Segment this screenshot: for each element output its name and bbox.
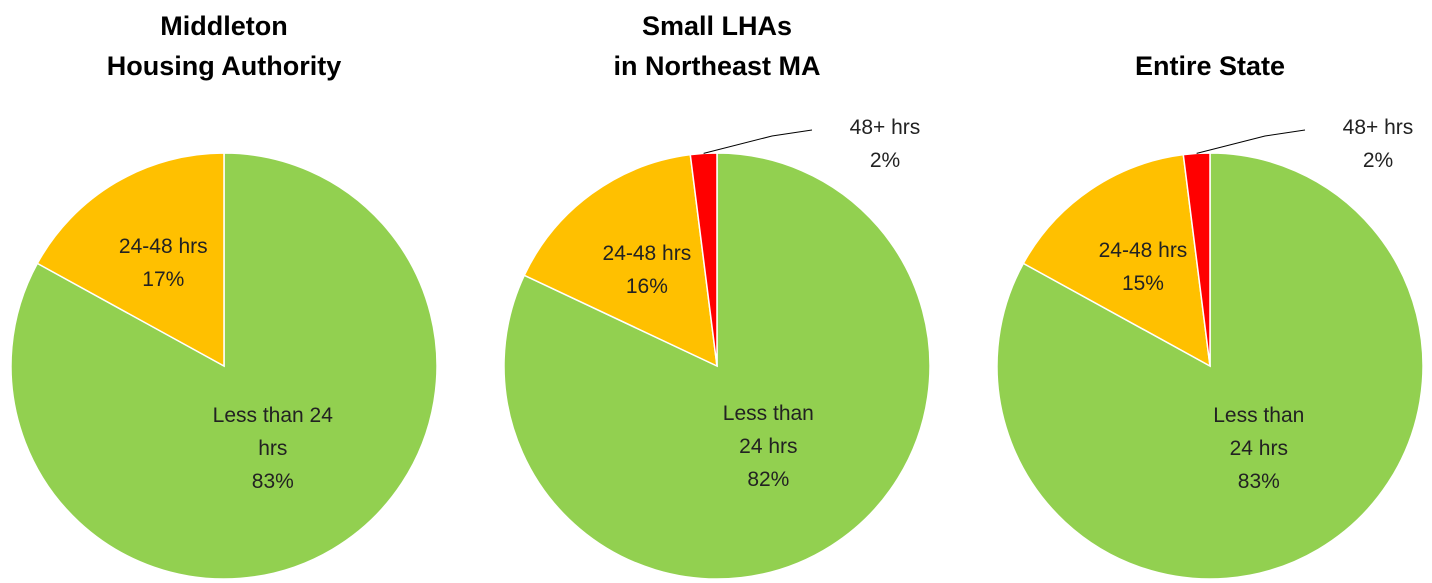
slice-label: 24-48 hrs 16% xyxy=(602,241,692,298)
category-label: Less than 24 hrs xyxy=(722,402,814,459)
pie-slice xyxy=(1022,153,1211,368)
pie-slice xyxy=(36,152,225,368)
value-label: 16% xyxy=(625,274,668,298)
leader-line xyxy=(703,129,813,154)
value-label: 83% xyxy=(251,470,294,493)
value-label: 2% xyxy=(869,149,901,172)
slice-label: 24-48 hrs 15% xyxy=(1098,239,1188,296)
slice-label: Less than 24 hrs 83% xyxy=(1213,404,1305,493)
slice-label: 24-48 hrs 17% xyxy=(118,235,208,292)
slice-label: Less than 24 hrs 83% xyxy=(212,404,333,493)
category-label: Less than 24 hrs xyxy=(1213,404,1305,460)
value-label: 2% xyxy=(1362,149,1394,172)
chart-title: Housing Authority xyxy=(107,51,341,81)
category-label: 48+ hrs xyxy=(1342,116,1414,139)
category-label: 48+ hrs xyxy=(849,116,921,139)
chart-title: Middleton xyxy=(160,11,287,41)
value-label: 82% xyxy=(747,468,790,492)
category-label: 24-48 hrs xyxy=(1098,239,1188,263)
leader-line xyxy=(1196,129,1306,154)
slice-label: Less than 24 hrs 82% xyxy=(722,402,814,492)
value-label: 17% xyxy=(142,268,185,292)
category-label: 24-48 hrs xyxy=(118,235,208,259)
pie-slice xyxy=(996,152,1424,580)
category-label: Less than 24 hrs xyxy=(212,404,333,460)
value-label: 83% xyxy=(1237,470,1280,493)
chart-title: in Northeast MA xyxy=(613,51,820,81)
pie-slice xyxy=(503,152,931,580)
slice-label: 48+ hrs 2% xyxy=(1342,116,1414,172)
pie-slice xyxy=(689,152,718,367)
chart-title: Small LHAs xyxy=(642,11,792,41)
pie-slice xyxy=(10,152,438,580)
value-label: 15% xyxy=(1121,272,1164,296)
category-label: 24-48 hrs xyxy=(602,241,692,265)
chart-title: Entire State xyxy=(1135,51,1285,81)
slice-label: 48+ hrs 2% xyxy=(849,116,921,172)
pie-slice xyxy=(523,153,718,368)
pie-slice xyxy=(1182,152,1211,367)
